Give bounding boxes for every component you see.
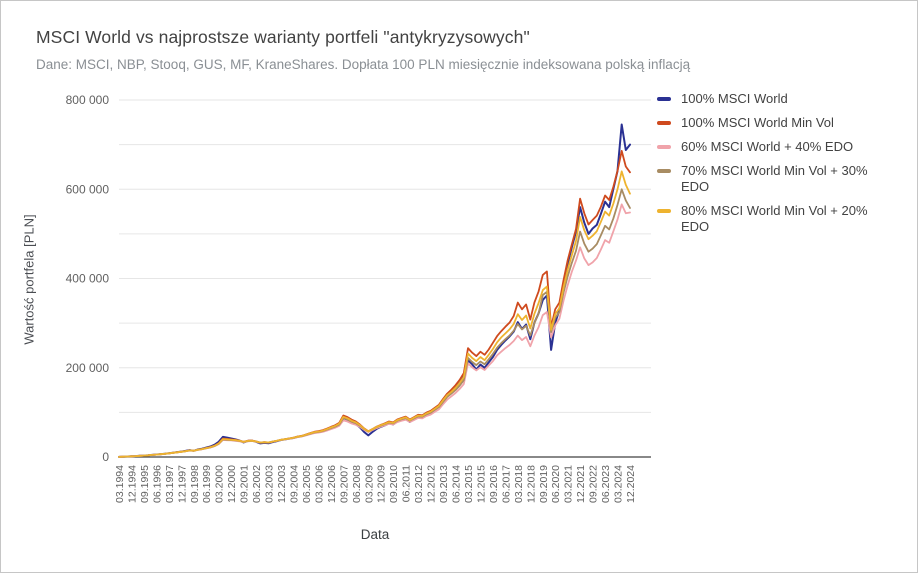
x-tick-label: 03.2015: [463, 465, 475, 503]
x-tick-label: 12.2015: [475, 465, 487, 503]
x-tick-label: 03.1997: [164, 465, 176, 503]
series-line: [118, 170, 631, 458]
x-tick-label: 06.2008: [351, 465, 363, 503]
x-tick-label: 03.2018: [513, 465, 525, 503]
x-tick-label: 06.2002: [251, 465, 263, 503]
legend-item: 70% MSCI World Min Vol + 30% EDO: [657, 163, 907, 195]
legend-item: 80% MSCI World Min Vol + 20% EDO: [657, 203, 907, 235]
x-tick-label: 09.2019: [538, 465, 550, 503]
x-tick-label: 09.2010: [388, 465, 400, 503]
x-tick-label: 12.2000: [226, 465, 238, 503]
x-tick-label: 06.1999: [201, 465, 213, 503]
x-tick-label: 12.2006: [326, 465, 338, 503]
y-tick-label: 800 000: [66, 93, 110, 107]
legend-swatch: [657, 97, 671, 101]
x-tick-label: 03.2000: [214, 465, 226, 503]
series-line: [118, 123, 631, 458]
chart-subtitle: Dane: MSCI, NBP, Stooq, GUS, MF, KraneSh…: [36, 57, 691, 72]
series-line: [118, 149, 631, 458]
x-tick-label: 06.2014: [451, 465, 463, 503]
x-tick-label: 09.2001: [239, 465, 251, 503]
x-tick-label: 09.2013: [438, 465, 450, 503]
x-tick-label: 12.2024: [625, 465, 637, 503]
x-axis-title: Data: [360, 527, 390, 542]
legend: 100% MSCI World 100% MSCI World Min Vol 60…: [657, 91, 907, 243]
chart-title: MSCI World vs najprostsze warianty portf…: [36, 27, 530, 47]
x-tick-label: 12.2021: [575, 465, 587, 503]
x-tick-label: 06.2011: [401, 465, 413, 502]
y-tick-label: 200 000: [66, 361, 110, 375]
x-tick-label: 03.2003: [264, 465, 276, 503]
legend-swatch: [657, 145, 671, 149]
legend-label: 60% MSCI World + 40% EDO: [681, 139, 854, 154]
x-tick-label: 12.2012: [426, 465, 438, 503]
x-tick-label: 09.2007: [338, 465, 350, 503]
legend-swatch: [657, 169, 671, 173]
legend-label: 100% MSCI World Min Vol: [681, 115, 834, 130]
x-tick-label: 09.2016: [488, 465, 500, 503]
x-tick-label: 03.2006: [313, 465, 325, 503]
series-line: [118, 203, 631, 458]
x-tick-label: 03.2021: [563, 465, 575, 503]
legend-item: 100% MSCI World: [657, 91, 907, 107]
x-tick-label: 06.2005: [301, 465, 313, 503]
x-tick-label: 12.2009: [376, 465, 388, 503]
x-tick-label: 06.2023: [600, 465, 612, 503]
legend-swatch: [657, 121, 671, 125]
x-tick-label: 12.1994: [127, 465, 139, 503]
x-tick-label: 09.1998: [189, 465, 201, 503]
x-tick-label: 09.2004: [289, 465, 301, 503]
legend-label: 80% MSCI World Min Vol + 20% EDO: [681, 203, 868, 234]
legend-label: 100% MSCI World: [681, 91, 788, 106]
x-tick-label: 09.2022: [588, 465, 600, 503]
x-tick-label: 03.1994: [114, 465, 126, 503]
x-tick-label: 03.2024: [613, 465, 625, 503]
legend-item: 100% MSCI World Min Vol: [657, 115, 907, 131]
x-tick-label: 12.2018: [525, 465, 537, 503]
y-tick-label: 0: [102, 450, 109, 464]
x-tick-label: 12.2003: [276, 465, 288, 503]
y-tick-label: 400 000: [66, 272, 110, 286]
y-tick-label: 600 000: [66, 182, 110, 196]
legend-swatch: [657, 209, 671, 213]
x-tick-label: 03.2009: [363, 465, 375, 503]
x-tick-label: 03.2012: [413, 465, 425, 503]
legend-item: 60% MSCI World + 40% EDO: [657, 139, 907, 155]
x-tick-label: 06.1996: [151, 465, 163, 503]
x-tick-label: 06.2020: [550, 465, 562, 503]
legend-label: 70% MSCI World Min Vol + 30% EDO: [681, 163, 868, 194]
x-tick-label: 12.1997: [176, 465, 188, 503]
x-tick-label: 06.2017: [500, 465, 512, 503]
x-tick-label: 09.1995: [139, 465, 151, 503]
